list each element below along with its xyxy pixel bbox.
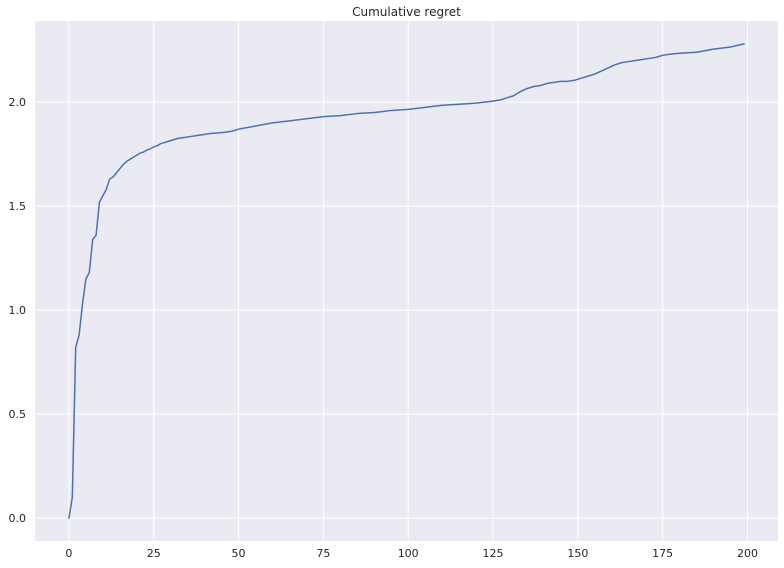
y-tick-label: 0.5 (9, 408, 27, 421)
x-tick-label: 100 (398, 547, 419, 560)
y-tick-label: 2.0 (9, 96, 27, 109)
x-tick-label: 175 (652, 547, 673, 560)
x-tick-label: 25 (147, 547, 161, 560)
series-group (68, 43, 745, 519)
plot-area (35, 21, 778, 541)
y-tick-label: 0.0 (9, 512, 27, 525)
chart-title: Cumulative regret (352, 5, 461, 19)
x-grid (68, 21, 748, 541)
x-tick-label: 200 (737, 547, 758, 560)
y-grid (35, 101, 778, 519)
x-tick-label: 150 (567, 547, 588, 560)
y-tick-label: 1.5 (9, 200, 27, 213)
x-tick-label: 125 (483, 547, 504, 560)
series-line (68, 43, 745, 519)
x-tick-label: 50 (232, 547, 246, 560)
x-tick-label: 0 (65, 547, 72, 560)
y-tick-label: 1.0 (9, 304, 27, 317)
y-axis: 0.0 0.5 1.0 1.5 2.0 (9, 96, 27, 525)
x-axis: 0 25 50 75 100 125 150 175 200 (65, 547, 758, 560)
x-tick-label: 75 (316, 547, 330, 560)
